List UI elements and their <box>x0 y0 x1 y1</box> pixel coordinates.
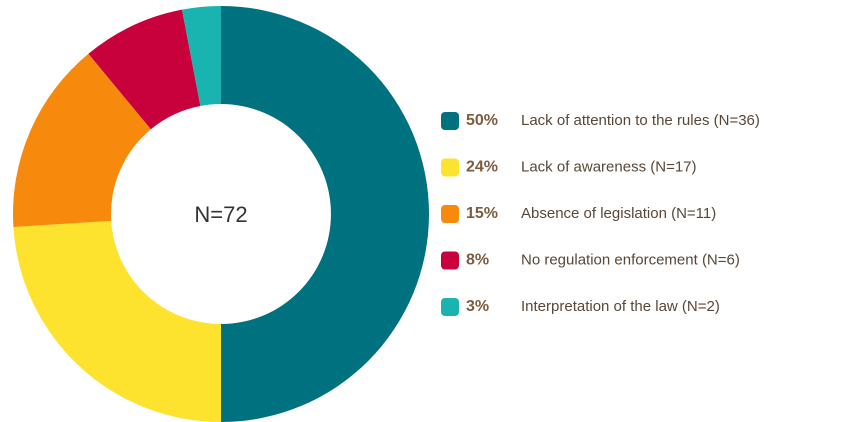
legend-value: 15% <box>466 205 498 222</box>
donut-slice <box>88 9 201 130</box>
legend-swatch <box>441 112 459 130</box>
legend-swatch <box>441 251 459 270</box>
donut-slice <box>12 53 151 228</box>
legend-label: Absence of legislation (N=11) <box>521 205 716 222</box>
legend-label: Lack of awareness (N=17) <box>521 158 697 175</box>
donut-slice <box>221 6 429 422</box>
legend-swatch <box>441 158 459 177</box>
legend-label: Lack of attention to the rules (N=36) <box>521 112 760 129</box>
legend-value: 50% <box>466 112 498 129</box>
legend-value: 8% <box>466 252 489 269</box>
donut-slice <box>13 220 221 422</box>
legend-label: Interpretation of the law (N=2) <box>521 298 720 315</box>
legend-value: 24% <box>466 159 498 176</box>
legend-value: 3% <box>466 298 489 315</box>
center-label: N=72 <box>194 202 247 227</box>
legend-label: No regulation enforcement (N=6) <box>521 251 740 268</box>
legend-swatch <box>441 298 459 316</box>
donut-slice <box>182 6 221 106</box>
legend-swatch <box>441 205 459 223</box>
